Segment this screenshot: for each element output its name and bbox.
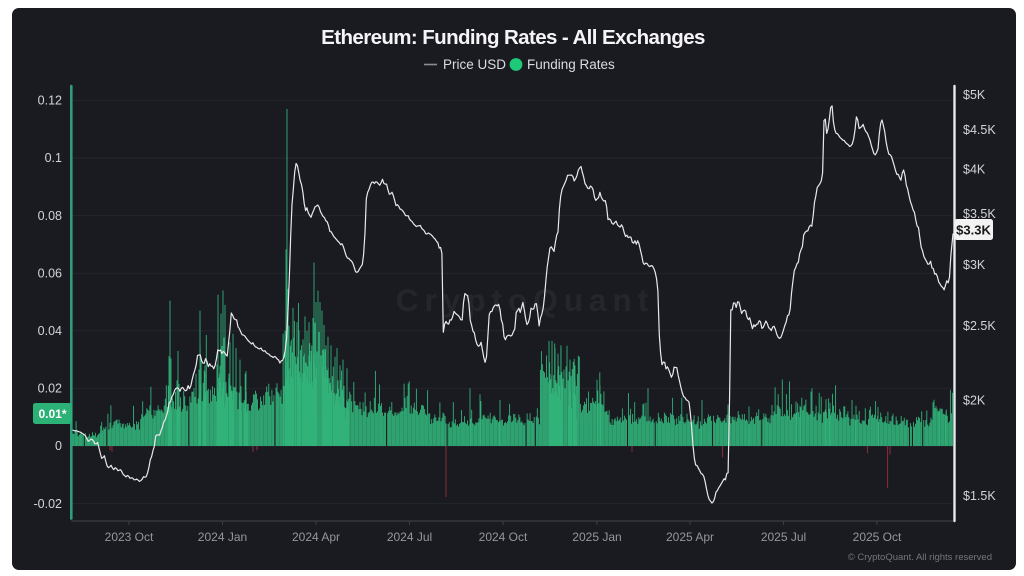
svg-text:2025 Oct: 2025 Oct xyxy=(853,530,902,544)
svg-text:0.06: 0.06 xyxy=(38,266,62,280)
svg-text:0: 0 xyxy=(55,439,62,453)
svg-text:0.08: 0.08 xyxy=(38,209,62,223)
svg-text:0.04: 0.04 xyxy=(38,324,62,338)
svg-text:2024 Oct: 2024 Oct xyxy=(479,530,528,544)
svg-text:0.02: 0.02 xyxy=(38,382,62,396)
svg-text:2025 Jul: 2025 Jul xyxy=(761,530,806,544)
svg-text:-0.02: -0.02 xyxy=(34,497,63,511)
svg-text:$3.3K: $3.3K xyxy=(956,222,991,237)
svg-text:© CryptoQuant. All rights rese: © CryptoQuant. All rights reserved xyxy=(848,552,992,563)
svg-text:$2.5K: $2.5K xyxy=(963,319,996,333)
svg-text:0.01*: 0.01* xyxy=(38,407,66,421)
svg-text:CryptoQuant: CryptoQuant xyxy=(396,282,655,318)
svg-text:$3K: $3K xyxy=(963,258,986,272)
svg-text:$2K: $2K xyxy=(963,393,986,407)
svg-text:2024 Jan: 2024 Jan xyxy=(198,530,247,544)
svg-text:$5K: $5K xyxy=(963,88,986,102)
svg-text:Price USD: Price USD xyxy=(443,57,506,72)
svg-text:2025 Apr: 2025 Apr xyxy=(666,530,714,544)
svg-text:2025 Jan: 2025 Jan xyxy=(572,530,621,544)
svg-text:2023 Oct: 2023 Oct xyxy=(105,530,154,544)
svg-text:0.12: 0.12 xyxy=(38,94,62,108)
svg-text:2024 Apr: 2024 Apr xyxy=(292,530,340,544)
svg-text:$4K: $4K xyxy=(963,162,986,176)
svg-text:$3.5K: $3.5K xyxy=(963,207,996,221)
svg-text:0.1: 0.1 xyxy=(45,151,62,165)
svg-text:$4.5K: $4.5K xyxy=(963,123,996,137)
svg-text:Funding Rates: Funding Rates xyxy=(527,57,615,72)
svg-text:$1.5K: $1.5K xyxy=(963,489,996,503)
svg-text:2024 Jul: 2024 Jul xyxy=(387,530,432,544)
svg-text:Ethereum: Funding Rates - All: Ethereum: Funding Rates - All Exchanges xyxy=(321,26,705,49)
